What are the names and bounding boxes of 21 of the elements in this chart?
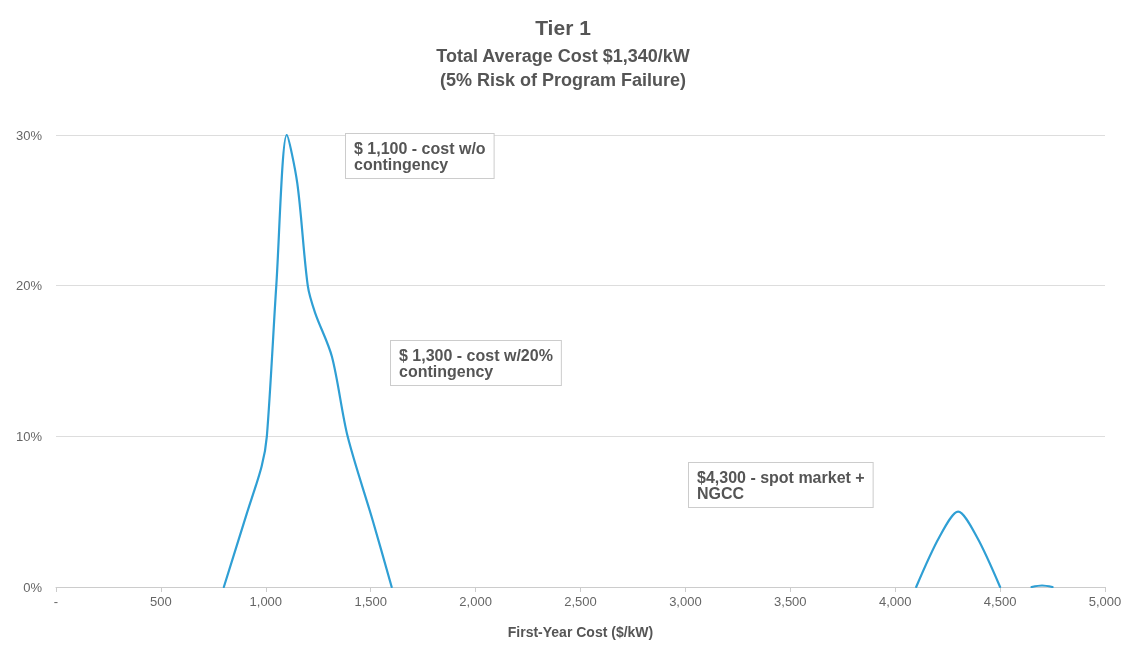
x-tick-label: 4,000: [878, 594, 912, 609]
x-tick-label: 4,500: [983, 594, 1017, 609]
x-tick-label: 500: [150, 594, 172, 609]
x-tick-label: 3,000: [669, 594, 702, 609]
x-tick-label: 3,500: [774, 594, 807, 609]
x-tick-label: 1,000: [249, 594, 283, 609]
x-tick-label: 1,500: [354, 594, 387, 609]
annotation: $ 1,300 - cost w/20% contingency: [399, 346, 553, 380]
annotation: $4,300 - spot market + NGCC: [697, 468, 865, 502]
x-axis-title: First-Year Cost ($/kW): [507, 624, 654, 640]
x-tick-label: 2,500: [564, 594, 597, 609]
y-tick-label: 10%: [15, 428, 43, 444]
chart-title: Tier 1: [535, 16, 592, 39]
y-tick-label: 30%: [15, 127, 43, 143]
chart-subtitle: Total Average Cost $1,340/kW (5% Risk of Program Failure): [436, 46, 690, 90]
annotation: $ 1,100 - cost w/o contingency: [354, 139, 486, 173]
x-tick-label: -: [53, 594, 59, 609]
y-tick-label: 0%: [23, 579, 43, 595]
x-tick-label: 2,000: [459, 594, 492, 609]
y-tick-label: 20%: [15, 278, 43, 294]
x-tick-label: 5,000: [1088, 594, 1122, 609]
